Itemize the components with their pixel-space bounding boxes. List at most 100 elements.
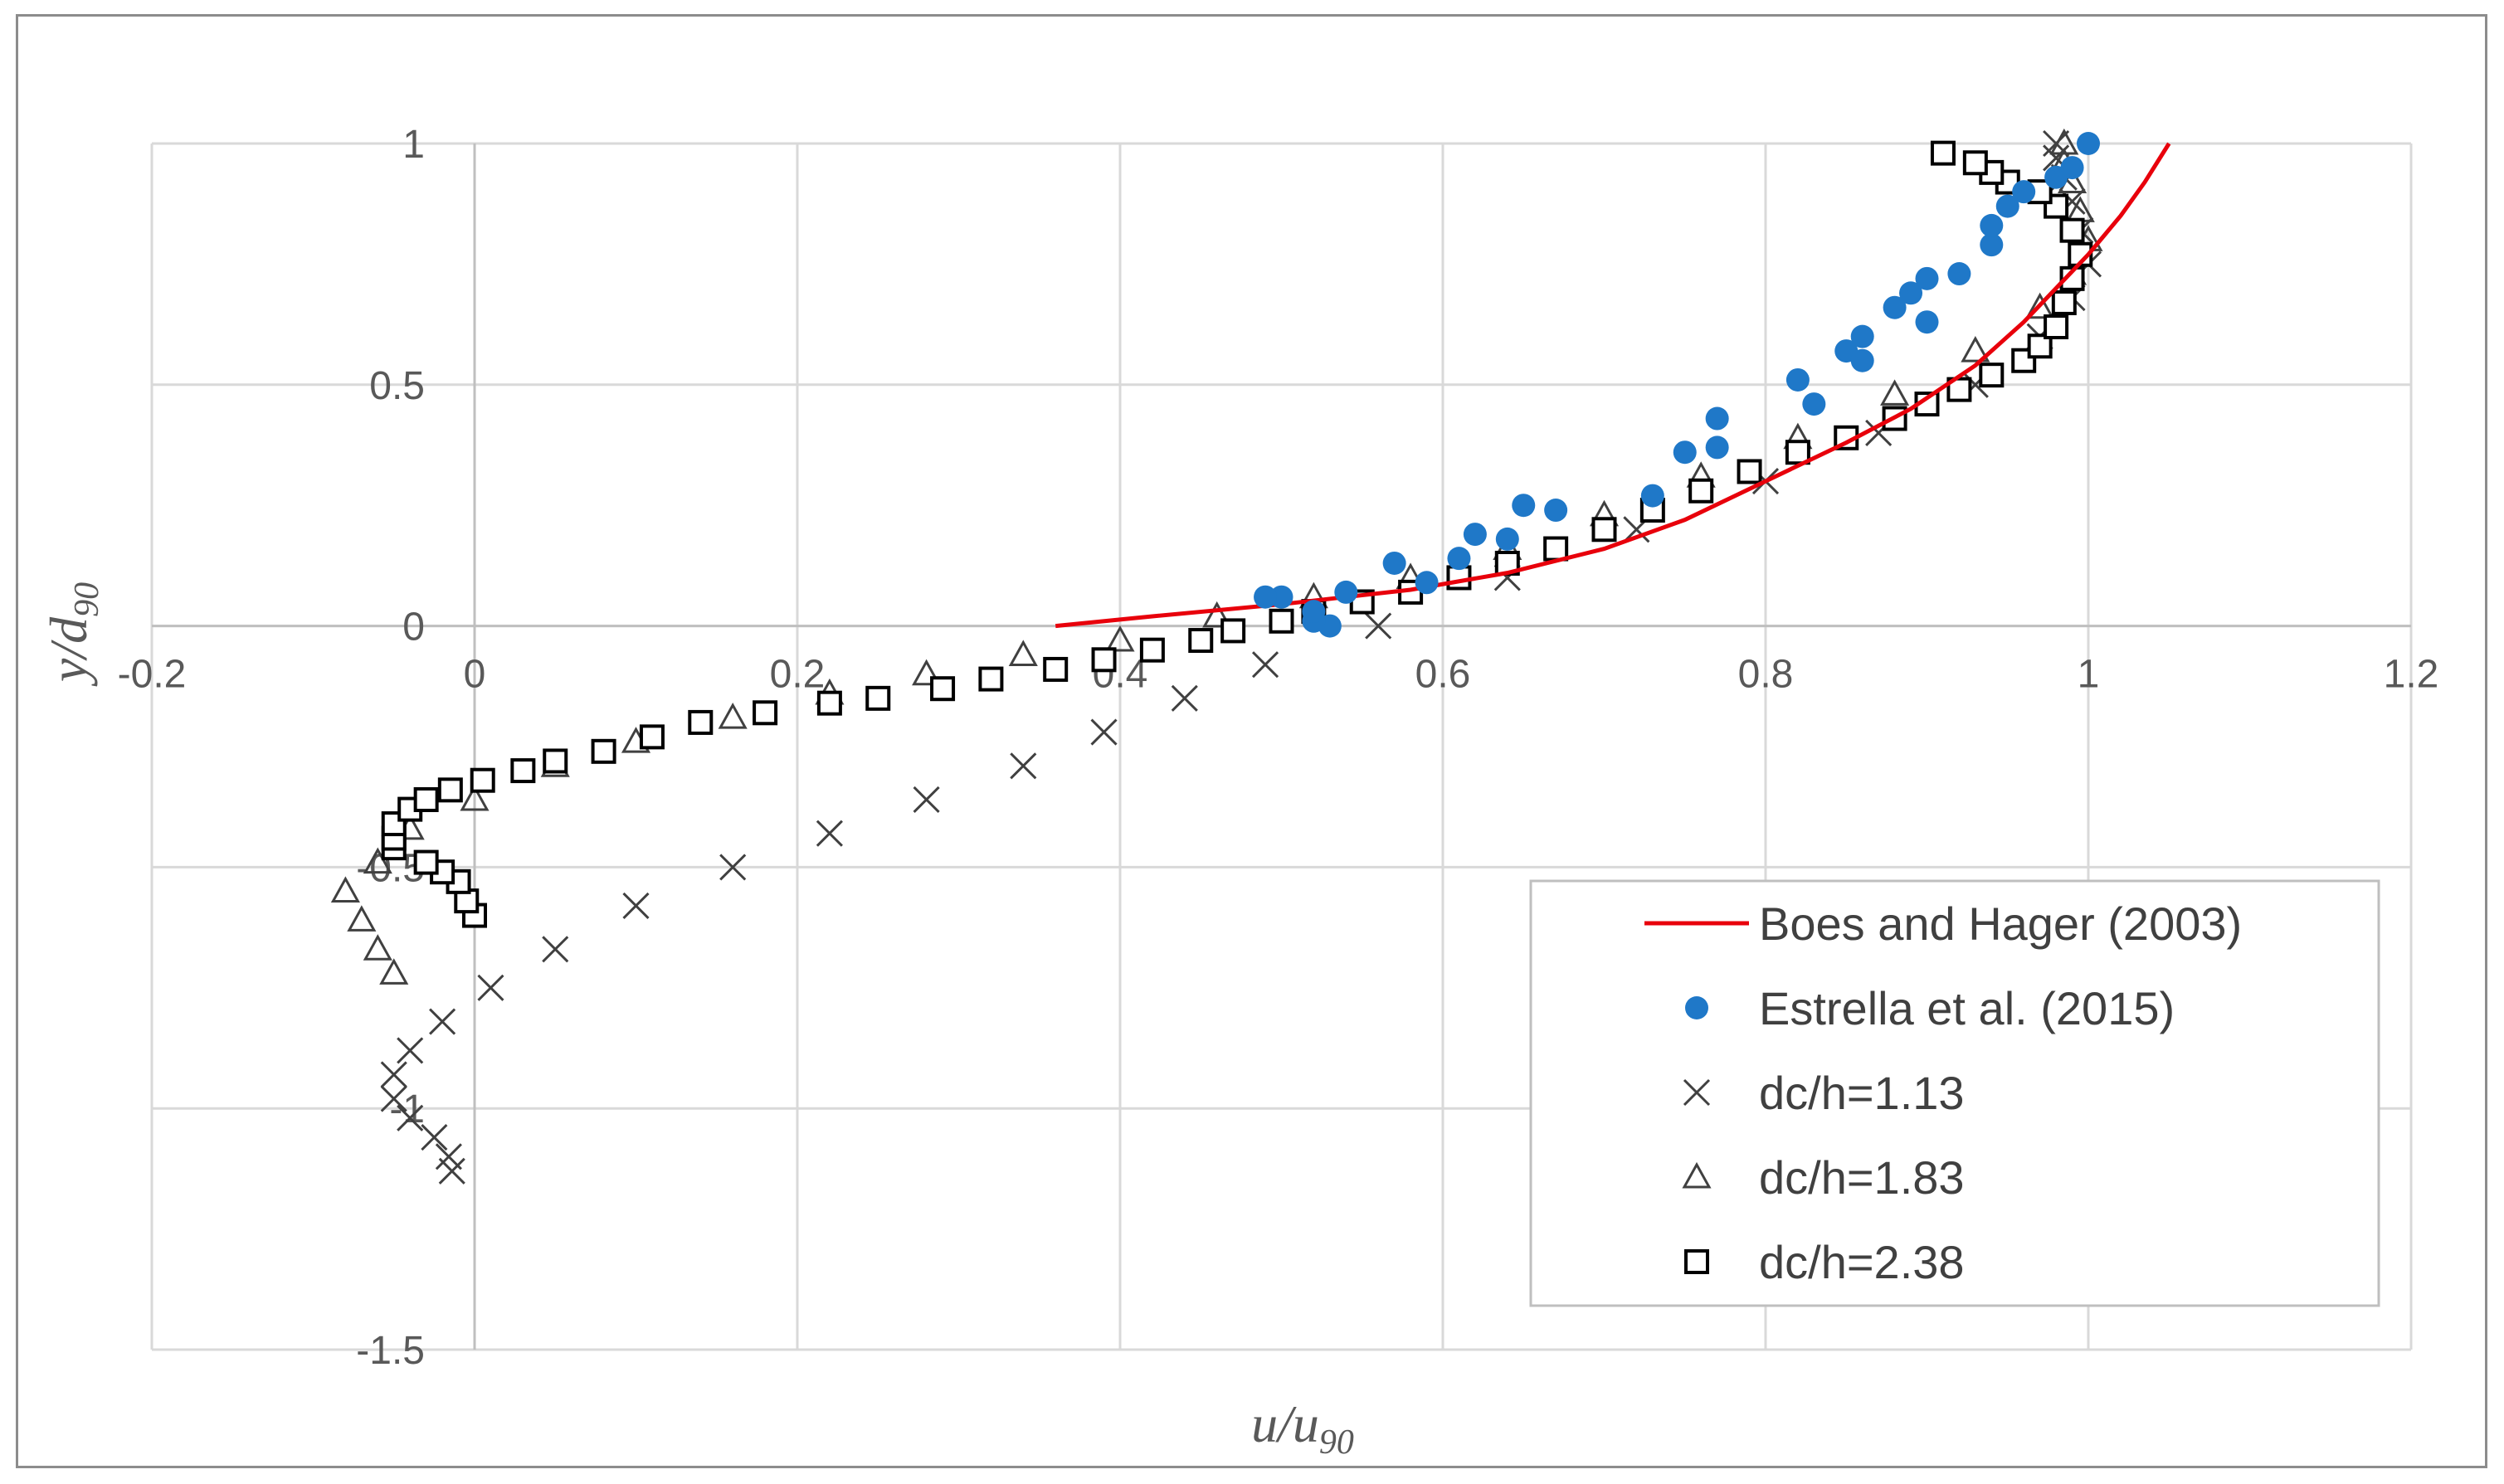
- data-point: [1188, 628, 1214, 654]
- data-point: [753, 700, 778, 726]
- data-point: [477, 974, 504, 1001]
- data-point: [1415, 571, 1439, 595]
- legend-swatch: [1684, 1249, 1709, 1274]
- legend: Boes and Hager (2003) Estrella et al. (20…: [1529, 879, 2380, 1307]
- data-point: [380, 1085, 407, 1112]
- x-tick-label: 0.2: [770, 653, 826, 697]
- data-point: [1688, 478, 1714, 504]
- data-point: [1220, 618, 1246, 644]
- data-point: [1269, 585, 1293, 609]
- x-axis-title-main: u/u: [1251, 1394, 1319, 1453]
- data-point: [1254, 585, 1278, 609]
- data-point: [688, 709, 714, 735]
- data-point: [1995, 194, 2019, 218]
- data-point: [1930, 140, 1956, 166]
- y-axis-title-sub: 90: [68, 582, 106, 617]
- data-point: [1850, 348, 1874, 372]
- data-point: [1302, 600, 1326, 624]
- data-point: [1915, 310, 1939, 334]
- data-point: [1947, 262, 1971, 286]
- legend-label: Estrella et al. (2015): [1759, 982, 2175, 1034]
- data-point: [1961, 335, 1990, 362]
- data-point: [413, 786, 439, 812]
- data-point: [1544, 499, 1568, 523]
- legend-label: Boes and Hager (2003): [1759, 898, 2242, 950]
- data-point: [591, 738, 616, 764]
- data-point: [2012, 180, 2036, 204]
- data-point: [2044, 314, 2069, 340]
- data-point: [1785, 440, 1810, 465]
- data-point: [1269, 608, 1294, 634]
- data-point: [865, 685, 891, 711]
- series-3: [330, 128, 2103, 985]
- series-4: [381, 140, 2093, 928]
- x-tick-label: 1: [2078, 653, 2100, 697]
- data-point: [978, 666, 1004, 692]
- data-point: [1446, 565, 1472, 591]
- data-point: [1737, 459, 1762, 484]
- data-point: [460, 784, 490, 811]
- data-point: [1010, 752, 1037, 780]
- data-point: [421, 1124, 448, 1151]
- data-point: [2059, 217, 2085, 243]
- data-point: [363, 934, 392, 961]
- data-point: [380, 1061, 407, 1088]
- data-point: [1105, 625, 1135, 652]
- data-point: [1962, 150, 1988, 176]
- series-0: [1055, 142, 2171, 629]
- data-point: [1171, 684, 1198, 712]
- data-point: [413, 849, 439, 875]
- data-point: [1980, 233, 2004, 257]
- legend-swatch: [1685, 996, 1708, 1019]
- data-point: [510, 758, 536, 784]
- data-point: [330, 876, 360, 903]
- data-point: [1495, 527, 1519, 551]
- series-1: [1254, 132, 2100, 638]
- legend-label: dc/h=1.13: [1759, 1067, 1965, 1119]
- data-point: [2051, 290, 2077, 315]
- data-point: [2025, 292, 2055, 319]
- series-line: [1055, 142, 2171, 629]
- x-tick-label: 0.6: [1415, 653, 1471, 697]
- data-point: [912, 659, 942, 686]
- data-point: [1979, 362, 2005, 388]
- data-point: [1202, 601, 1232, 628]
- data-point: [2068, 241, 2093, 267]
- data-point: [437, 777, 463, 803]
- data-point: [1365, 612, 1392, 640]
- data-point: [347, 905, 377, 932]
- data-point: [1899, 281, 1923, 305]
- data-point: [1883, 295, 1907, 319]
- data-point: [2060, 156, 2084, 180]
- data-point: [719, 854, 747, 881]
- legend-swatch: [1683, 1078, 1711, 1107]
- data-point: [397, 1104, 424, 1131]
- data-point: [2049, 128, 2079, 155]
- x-axis-title: u/u90: [1251, 1394, 1354, 1462]
- y-axis-title: y/d90: [39, 582, 106, 687]
- data-point: [816, 820, 843, 847]
- data-point: [913, 786, 940, 814]
- legend-label: dc/h=1.83: [1759, 1151, 1965, 1204]
- data-point: [1008, 640, 1038, 666]
- data-point: [1802, 392, 1826, 416]
- data-point: [639, 724, 665, 750]
- data-point: [1251, 651, 1279, 679]
- data-point: [816, 690, 842, 716]
- y-tick-label: 0: [402, 606, 425, 650]
- data-point: [1543, 536, 1569, 562]
- legend-label: dc/h=2.38: [1759, 1236, 1965, 1288]
- data-point: [429, 1008, 456, 1035]
- data-point: [1705, 435, 1729, 460]
- x-tick-label: 1.2: [2384, 653, 2439, 697]
- data-point: [435, 1143, 462, 1170]
- data-point: [381, 811, 407, 837]
- data-point: [1334, 580, 1358, 604]
- data-point: [470, 767, 495, 793]
- data-point: [542, 936, 569, 963]
- data-point: [930, 676, 956, 702]
- data-point: [1091, 647, 1117, 673]
- data-point: [1463, 523, 1487, 547]
- data-point: [1785, 367, 1810, 392]
